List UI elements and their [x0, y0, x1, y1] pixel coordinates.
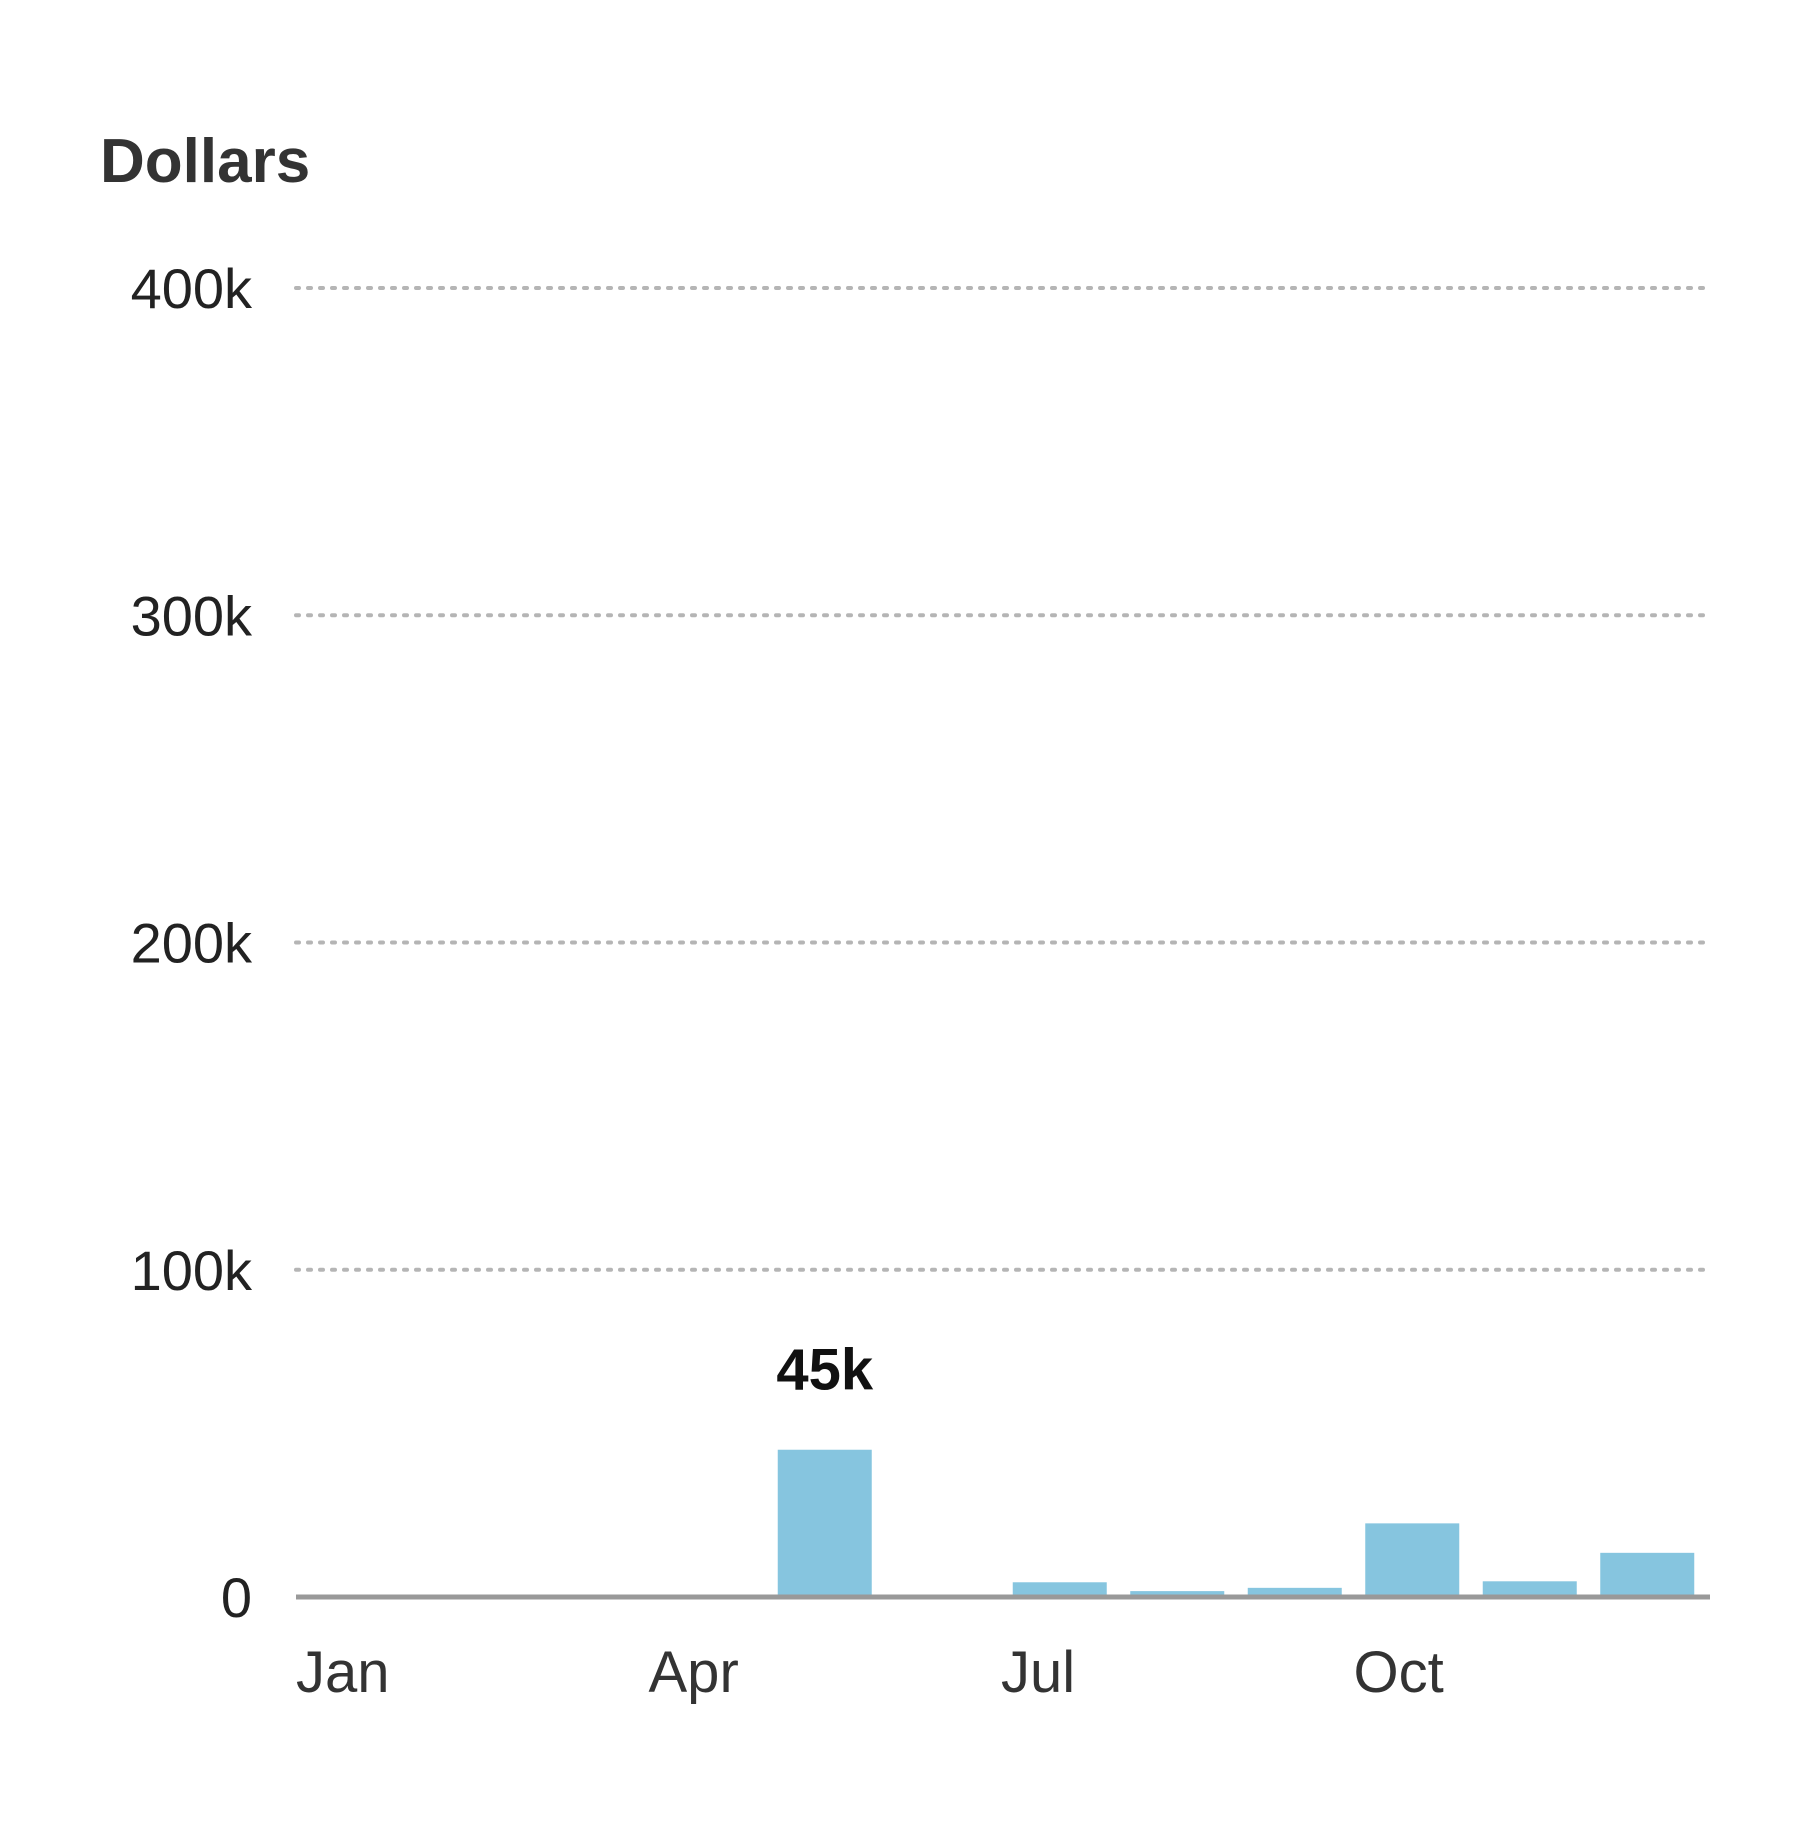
x-tick-label-apr: Apr [649, 1640, 739, 1705]
x-tick-label-jul: Jul [1001, 1640, 1075, 1705]
bar-nov [1482, 1581, 1577, 1597]
bar-jul [1012, 1582, 1107, 1597]
bar-aug [1130, 1591, 1225, 1597]
labels: 0 100k 200k 300k 400k Jan Apr Jul Oct 45k [131, 257, 1444, 1705]
x-tick-label-jan: Jan [296, 1640, 390, 1705]
y-tick-label-200k: 200k [131, 912, 253, 975]
bar-dec [1600, 1552, 1695, 1597]
y-tick-label-300k: 300k [131, 584, 253, 647]
bars [777, 1449, 1695, 1597]
gridlines [294, 286, 1708, 1272]
bar-oct [1365, 1523, 1460, 1597]
bar-sep [1247, 1587, 1342, 1597]
y-tick-label-0: 0 [221, 1566, 252, 1629]
y-tick-label-400k: 400k [131, 257, 253, 320]
y-axis-unit-label: Dollars [100, 127, 310, 196]
y-tick-label-100k: 100k [131, 1239, 253, 1302]
x-tick-label-oct: Oct [1354, 1640, 1444, 1705]
bar-may [777, 1449, 872, 1597]
data-label-may: 45k [776, 1338, 874, 1403]
